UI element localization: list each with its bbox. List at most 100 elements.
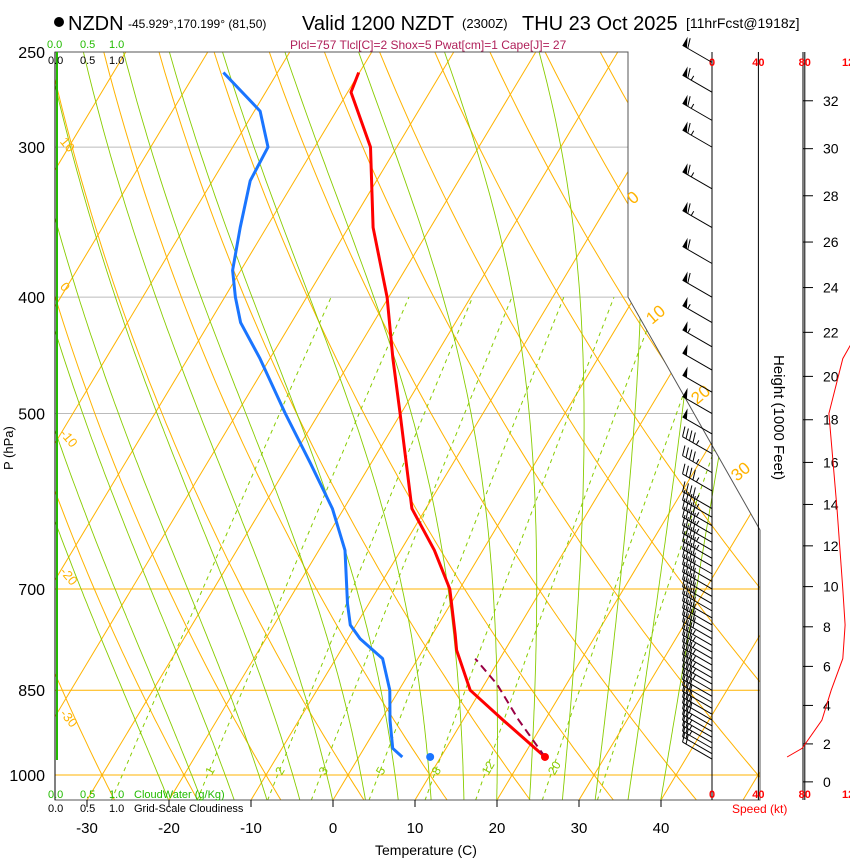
barb-full <box>692 520 696 532</box>
barb-full <box>687 67 691 79</box>
wind-barb <box>682 554 713 582</box>
dry-adiabat-line <box>213 52 615 800</box>
barb-full <box>685 599 689 611</box>
height-tick-label: 14 <box>823 496 839 512</box>
station-dot-icon <box>54 17 64 27</box>
wind-barb <box>682 514 713 543</box>
dry-adiabat-line <box>158 52 531 800</box>
barb-full <box>688 542 693 554</box>
barb-half <box>690 103 695 109</box>
barb-full <box>682 531 686 542</box>
barb-flag <box>682 408 688 420</box>
barb-staff <box>682 634 713 653</box>
moist-adiabat-line <box>660 52 760 800</box>
barb-flag <box>682 271 688 283</box>
barb-staff <box>682 524 713 543</box>
barb-full <box>685 571 689 582</box>
pressure-tick-label: 700 <box>18 582 45 599</box>
forecast-info: [11hrFcst@1918z] <box>686 15 800 31</box>
wind-barb <box>682 631 713 660</box>
cloudwater-top-0: 0.0 <box>47 39 62 51</box>
barb-staff <box>682 508 713 527</box>
wind-barb <box>682 561 713 590</box>
barb-full <box>688 502 693 513</box>
barb-staff <box>682 696 713 715</box>
barb-full <box>685 639 689 651</box>
mixing-ratio-line <box>541 297 720 800</box>
barb-staff <box>682 129 713 148</box>
height-tick-label: 16 <box>823 454 839 470</box>
speed-tick-label-bottom: 0 <box>709 789 715 801</box>
isotherm-label: 10 <box>642 301 669 328</box>
barb-full <box>682 538 686 550</box>
station-id: NZDN <box>68 13 124 35</box>
cloudiness-label: Grid-Scale Cloudiness <box>134 803 244 815</box>
height-axis-title: Height (1000 Feet) <box>770 355 787 480</box>
height-tick-label: 2 <box>823 736 831 752</box>
height-tick-label: 10 <box>823 579 839 595</box>
barb-half <box>692 662 696 668</box>
barb-full <box>692 537 696 548</box>
valid-date: THU 23 Oct 2025 <box>522 13 678 35</box>
barb-full <box>687 164 691 175</box>
wind-barb <box>682 366 713 393</box>
speed-tick-label-top: 0 <box>709 57 715 69</box>
barb-half <box>695 536 700 542</box>
barb-staff <box>682 607 713 626</box>
barb-staff <box>682 279 713 298</box>
barb-staff <box>682 730 713 749</box>
wind-barb <box>682 590 713 619</box>
barb-full <box>688 565 693 577</box>
barb-full <box>688 641 693 653</box>
dry-adiabat-line <box>434 52 760 800</box>
barb-staff <box>682 684 713 703</box>
barb-full <box>682 506 686 518</box>
barb-full <box>692 451 696 462</box>
barb-half <box>695 495 700 500</box>
barb-flag <box>682 344 688 356</box>
barb-staff <box>682 171 713 190</box>
mixing-ratio-line <box>475 297 660 800</box>
barb-full <box>685 428 689 439</box>
cloudiness-bottom-2: 1.0 <box>109 803 124 815</box>
barb-staff <box>682 396 713 414</box>
wind-barb <box>682 523 713 551</box>
barb-staff <box>682 556 713 575</box>
wind-barb <box>682 463 713 492</box>
dry-adiabat-line <box>379 52 760 800</box>
height-tick-label: 6 <box>823 658 831 674</box>
barb-staff <box>682 741 713 760</box>
barb-flag <box>682 36 688 48</box>
barb-full <box>688 628 693 640</box>
barb-full <box>685 447 689 458</box>
barb-staff <box>682 600 713 619</box>
height-tick-label: 24 <box>823 280 839 296</box>
barb-full <box>687 203 691 214</box>
barb-full <box>692 567 696 579</box>
dry-adiabat-line <box>323 52 760 800</box>
dry-adiabat-line <box>103 52 448 800</box>
isotherm-line <box>660 52 760 800</box>
barb-full <box>688 527 693 538</box>
barb-staff <box>682 210 713 228</box>
station-location: -45.929°,170.199° (81,50) <box>128 17 266 31</box>
cloudiness-top-2: 1.0 <box>109 55 124 67</box>
barb-staff <box>682 621 713 640</box>
moist-adiabat-line <box>55 52 202 800</box>
barb-staff <box>682 246 713 264</box>
moist-adiabat-line <box>222 52 432 800</box>
barb-staff <box>682 436 713 455</box>
temperature-tick-label: -10 <box>240 820 262 837</box>
barb-full <box>682 611 686 622</box>
barb-staff <box>682 714 713 732</box>
speed-tick-label-bottom: 80 <box>799 789 811 801</box>
barb-staff <box>682 666 713 685</box>
barb-half <box>689 713 693 719</box>
barb-full <box>685 556 689 567</box>
wind-barb <box>682 344 713 371</box>
cloudiness-bottom-1: 0.5 <box>80 803 95 815</box>
isotherm-line <box>55 52 209 800</box>
barb-staff <box>682 614 713 633</box>
wind-barb <box>682 296 713 324</box>
wind-barb <box>682 546 713 575</box>
